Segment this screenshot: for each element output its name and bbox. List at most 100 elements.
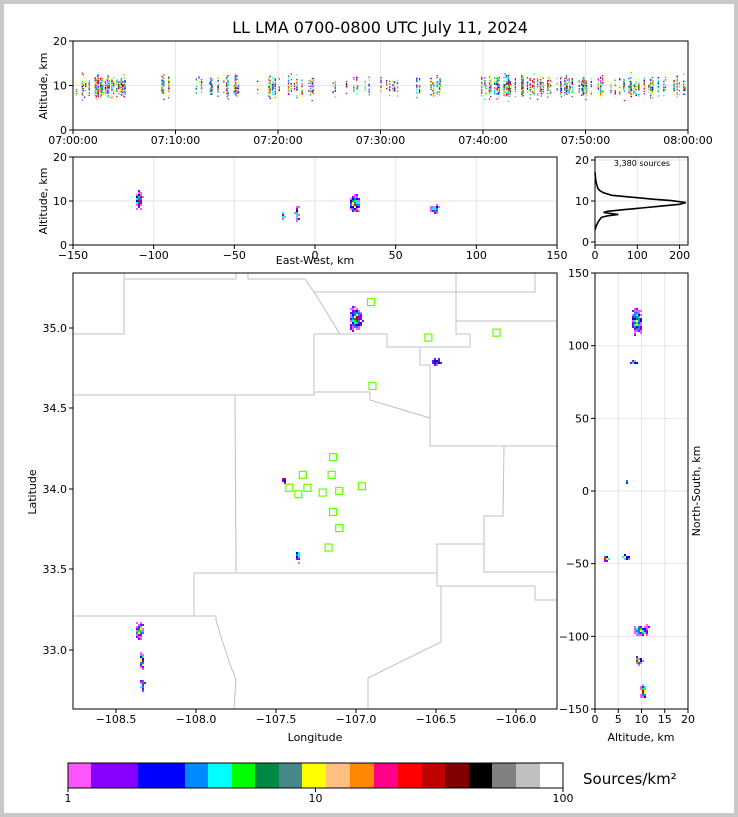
time-altitude-source [585, 80, 587, 82]
plan-view-source [354, 318, 356, 320]
county-border [456, 273, 536, 293]
time-altitude-source [432, 90, 434, 92]
time-altitude-source [116, 89, 118, 91]
time-altitude-source [521, 78, 523, 80]
time-altitude-source [439, 85, 441, 87]
lma-stations [285, 298, 501, 552]
time-altitude-source [684, 87, 686, 89]
east-west-source [140, 202, 142, 204]
time-altitude-source [566, 79, 568, 81]
y-tick-label: 34.5 [43, 402, 68, 415]
time-altitude-source [436, 75, 438, 77]
plan-view-source [358, 316, 360, 318]
time-altitude-source [521, 74, 523, 77]
time-altitude-source [600, 84, 602, 87]
north-south-source [624, 558, 626, 560]
time-altitude-source [488, 76, 491, 78]
time-altitude-source [195, 86, 197, 89]
time-altitude-source [364, 82, 366, 84]
time-altitude-source [116, 78, 118, 81]
plan-view-source [360, 318, 362, 320]
time-altitude-source [564, 82, 566, 84]
north-south-source [642, 660, 644, 662]
time-altitude-source [195, 86, 197, 88]
east-west-source [136, 200, 138, 202]
time-altitude-source [94, 89, 96, 92]
station-marker [327, 470, 336, 479]
time-altitude-source [236, 88, 238, 90]
time-altitude-source [353, 77, 355, 79]
time-altitude-source [209, 92, 212, 94]
time-altitude-source [497, 88, 500, 90]
time-altitude-source [597, 85, 599, 87]
time-altitude-source [97, 79, 100, 81]
time-altitude-source [485, 88, 487, 90]
time-altitude-source [334, 81, 336, 83]
time-altitude-source [293, 90, 296, 92]
time-altitude-source [629, 94, 631, 96]
north-south-source [644, 692, 646, 694]
north-south-source [634, 326, 636, 328]
colorbar-tick-label: 100 [553, 792, 574, 805]
x-tick-label: 07:20:00 [253, 134, 302, 147]
time-altitude-source [364, 85, 366, 88]
time-altitude-source [269, 83, 271, 85]
time-altitude-source [380, 77, 382, 79]
county-borders [73, 273, 557, 710]
time-altitude-source [490, 87, 492, 89]
time-altitude-source [610, 90, 612, 92]
time-altitude-source [416, 77, 418, 79]
time-altitude-source [311, 83, 313, 86]
north-south-source [632, 310, 634, 312]
y-tick-label: 33.5 [43, 563, 68, 576]
time-altitude-source [629, 91, 631, 93]
time-altitude-source [271, 77, 274, 79]
time-altitude-source [439, 83, 441, 85]
time-altitude-source [484, 82, 486, 84]
time-altitude-source [418, 79, 421, 81]
north-south-source [636, 330, 638, 332]
time-altitude-source [506, 87, 508, 89]
time-altitude-source [481, 91, 483, 93]
time-altitude-source [200, 87, 203, 89]
time-altitude-source [85, 85, 87, 87]
time-altitude-source [630, 86, 632, 88]
east-west-source [354, 202, 356, 204]
time-altitude-source [635, 93, 637, 95]
time-altitude-source [123, 74, 125, 76]
time-altitude-source [124, 91, 126, 94]
north-south-source [636, 662, 638, 664]
time-altitude-source [648, 86, 650, 89]
plan-view-source [136, 634, 138, 636]
north-south-source [636, 660, 638, 662]
time-altitude-source [433, 82, 435, 84]
time-altitude-source [564, 92, 566, 94]
time-altitude-source [509, 83, 512, 86]
time-altitude-source [296, 95, 298, 97]
time-altitude-source [571, 90, 573, 92]
time-altitude-source [430, 84, 432, 86]
time-altitude-source [507, 82, 509, 84]
time-altitude-source [503, 77, 505, 79]
time-altitude-source [268, 93, 270, 95]
time-altitude-source [633, 85, 635, 88]
time-altitude-source [433, 92, 435, 94]
time-altitude-source [663, 88, 665, 91]
x-tick-label: 10 [635, 713, 649, 726]
time-altitude-source [600, 87, 602, 89]
time-altitude-source [308, 80, 310, 83]
plan-view-source [432, 362, 434, 364]
time-altitude-panel: 07:00:00 07:10:00 07:20:00 07:30:00 07:40:00… [37, 35, 713, 147]
time-altitude-source [100, 92, 102, 94]
time-altitude-source [507, 80, 510, 82]
time-altitude-source [585, 81, 587, 84]
plan-view-source [356, 324, 358, 326]
time-altitude-source [168, 77, 170, 79]
time-altitude-source [162, 90, 164, 92]
time-altitude-source [673, 84, 675, 86]
time-altitude-source [583, 83, 585, 85]
east-west-source [140, 204, 142, 206]
time-altitude-source [602, 75, 604, 77]
source-count-annotation: 3,380 sources [614, 159, 670, 168]
